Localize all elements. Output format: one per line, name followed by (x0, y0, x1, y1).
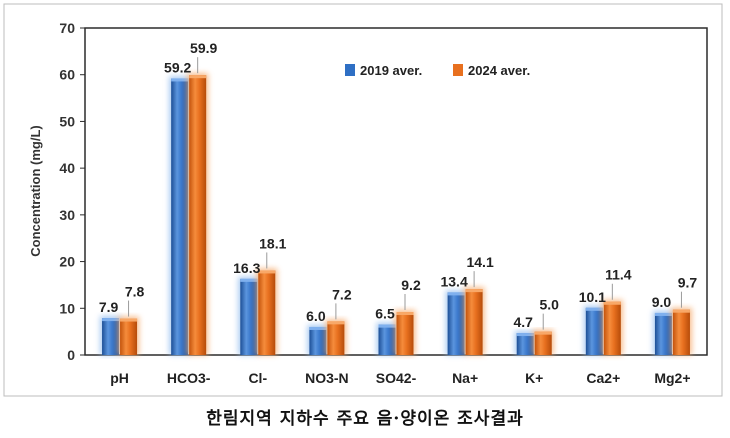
value-label-2019: 6.5 (375, 306, 395, 322)
x-tick-label: Mg2+ (654, 370, 690, 386)
legend-swatch-2024 (453, 64, 463, 76)
bar-2024 (672, 309, 690, 355)
bar-top-cap (189, 75, 207, 79)
bar-2024 (465, 289, 483, 355)
bar-top-cap (516, 333, 534, 337)
value-label-2019: 59.2 (164, 59, 191, 75)
x-tick-label: pH (110, 370, 129, 386)
bar-top-cap (672, 309, 690, 313)
bar-top-cap (258, 270, 276, 274)
legend-label-2024: 2024 aver. (468, 63, 530, 78)
value-label-2019: 16.3 (233, 260, 260, 276)
bar-2019 (171, 78, 189, 356)
bars (100, 73, 692, 356)
y-tick-label: 20 (59, 254, 75, 270)
bar-top-cap (240, 278, 258, 282)
bar-top-cap (585, 307, 603, 311)
x-tick-label: HCO3- (167, 370, 211, 386)
bar-2019 (585, 307, 603, 355)
legend: 2019 aver. 2024 aver. (345, 63, 530, 78)
value-label-2024: 5.0 (539, 297, 559, 313)
value-labels: 7.9 7.8 59.2 59.9 16.3 18.1 6.0 7.2 6.5 9.2 13.4 14… (99, 40, 698, 330)
y-tick-label: 30 (59, 207, 75, 223)
figure-caption: 한림지역 지하수 주요 음·양이온 조사결과 (206, 409, 524, 429)
bar-top-cap (309, 326, 327, 330)
x-axis-ticks: pH HCO3- Cl- NO3-N SO42- Na+ K+ Ca2+ Mg2+ (110, 370, 690, 386)
y-axis-label: Concentration (mg/L) (28, 125, 43, 256)
bar-2024 (603, 301, 621, 355)
bar-2024 (534, 331, 552, 355)
value-label-2024: 7.8 (125, 284, 145, 300)
value-label-2019: 10.1 (579, 289, 606, 305)
bar-2024 (120, 318, 138, 355)
bar-2019 (654, 312, 672, 355)
legend-swatch-2019 (345, 64, 355, 76)
x-tick-label: Cl- (248, 370, 267, 386)
bar-top-cap (396, 312, 414, 316)
y-tick-label: 40 (59, 160, 75, 176)
bar-2019 (102, 318, 120, 355)
value-label-2024: 9.2 (401, 277, 421, 293)
bar-top-cap (447, 292, 465, 296)
bar-top-cap (654, 312, 672, 316)
bar-2024 (258, 270, 276, 355)
bar-top-cap (534, 331, 552, 335)
bar-2024 (396, 312, 414, 355)
bar-top-cap (171, 78, 189, 82)
legend-label-2019: 2019 aver. (360, 63, 422, 78)
value-label-2024: 7.2 (332, 286, 352, 302)
chart-container: 0 10 20 30 40 50 60 70 Concentration (mg/L) 7.9… (3, 3, 723, 397)
value-label-2024: 11.4 (605, 267, 632, 283)
bar-2019 (378, 324, 396, 355)
value-label-2019: 7.9 (99, 299, 119, 315)
bar-2019 (240, 278, 258, 355)
x-tick-label: Ca2+ (586, 370, 620, 386)
x-tick-label: Na+ (452, 370, 478, 386)
bar-top-cap (378, 324, 396, 328)
y-tick-label: 0 (67, 347, 75, 363)
bar-top-cap (465, 289, 483, 293)
bar-2019 (309, 326, 327, 355)
value-label-2024: 59.9 (190, 40, 217, 56)
y-axis-ticks: 0 10 20 30 40 50 60 70 (59, 20, 85, 363)
bar-top-cap (603, 301, 621, 305)
y-tick-label: 70 (59, 20, 75, 36)
bar-top-cap (120, 318, 138, 322)
value-label-2024: 9.7 (678, 275, 698, 291)
x-tick-label: SO42- (376, 370, 417, 386)
value-label-2024: 14.1 (466, 254, 493, 270)
y-tick-label: 50 (59, 113, 75, 129)
x-tick-label: K+ (525, 370, 543, 386)
value-label-2019: 9.0 (652, 294, 672, 310)
y-tick-label: 60 (59, 67, 75, 83)
bar-2019 (516, 333, 534, 355)
value-label-2024: 18.1 (259, 235, 286, 251)
bar-top-cap (327, 321, 345, 325)
value-label-2019: 6.0 (306, 308, 326, 324)
bar-2024 (327, 321, 345, 355)
y-tick-label: 10 (59, 300, 75, 316)
bar-2019 (447, 292, 465, 355)
bar-2024 (189, 75, 207, 355)
bar-top-cap (102, 318, 120, 322)
value-label-2019: 4.7 (513, 314, 533, 330)
x-tick-label: NO3-N (305, 370, 349, 386)
chart-outer-border (3, 3, 723, 397)
value-label-2019: 13.4 (440, 273, 467, 289)
bar-chart: 0 10 20 30 40 50 60 70 Concentration (mg/L) 7.9… (3, 3, 723, 397)
